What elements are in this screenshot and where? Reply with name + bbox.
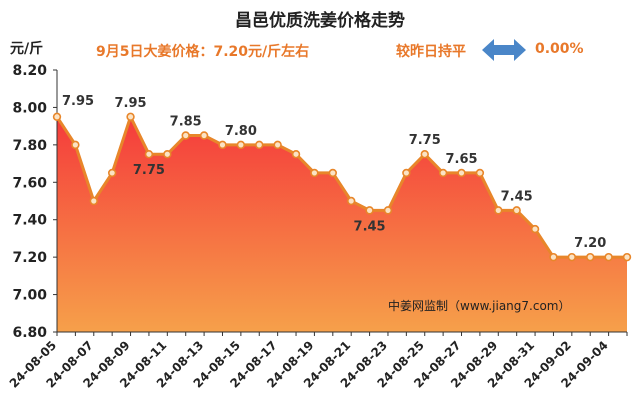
- data-point: [89, 196, 98, 206]
- area-layer: [57, 116, 627, 333]
- data-point: [126, 112, 135, 121]
- data-point: [530, 224, 540, 234]
- data-label: 7.65: [445, 152, 477, 167]
- data-label: 7.45: [354, 219, 386, 234]
- data-point: [402, 168, 411, 178]
- data-point: [622, 252, 632, 262]
- data-point: [273, 140, 282, 150]
- data-point: [52, 112, 62, 121]
- data-point: [236, 140, 246, 150]
- data-point: [512, 206, 521, 215]
- y-tick-label: 7.40: [12, 213, 47, 229]
- data-point: [604, 252, 613, 262]
- data-point: [586, 252, 595, 262]
- price-headline: 9月5日大姜价格：7.20元/斤左右: [96, 44, 310, 60]
- data-point: [199, 131, 209, 140]
- data-label: 7.80: [225, 124, 257, 139]
- marker-layer: [52, 112, 632, 262]
- trend-value: 0.00%: [535, 41, 584, 57]
- trend-label: 较昨日持平: [396, 44, 466, 60]
- data-label: 7.95: [115, 96, 147, 111]
- y-tick-label: 7.80: [12, 138, 47, 154]
- y-tick-label: 6.80: [12, 325, 47, 341]
- data-label: 7.45: [501, 189, 533, 204]
- source-watermark: 中姜网监制（www.jiang7.com）: [388, 298, 570, 313]
- chart-title: 昌邑优质洗姜价格走势: [235, 11, 405, 31]
- data-label: 7.85: [170, 115, 202, 130]
- y-tick-label: 8.20: [12, 63, 47, 79]
- y-tick-label: 7.60: [12, 175, 47, 191]
- data-point: [163, 150, 172, 159]
- data-point: [475, 168, 485, 178]
- data-label: 7.95: [62, 94, 94, 109]
- data-point: [457, 168, 466, 178]
- price-area: [57, 116, 627, 333]
- data-point: [549, 252, 558, 262]
- data-point: [420, 150, 429, 159]
- y-tick-label: 7.00: [12, 288, 47, 304]
- y-axis-unit-label: 元/斤: [10, 41, 44, 57]
- data-point: [107, 168, 117, 178]
- data-point: [310, 168, 319, 178]
- y-tick-label: 7.20: [12, 250, 47, 266]
- data-point: [346, 196, 356, 206]
- y-tick-label: 8.00: [12, 100, 47, 116]
- data-point: [218, 140, 227, 150]
- data-point: [255, 140, 264, 150]
- data-point: [144, 150, 154, 159]
- data-point: [291, 150, 301, 159]
- data-point: [383, 206, 393, 215]
- data-point: [438, 168, 448, 178]
- left-right-arrow-shape: [482, 39, 526, 61]
- data-label: 7.75: [133, 163, 165, 178]
- data-point: [71, 140, 80, 150]
- data-point: [494, 206, 503, 215]
- data-point: [567, 252, 577, 262]
- data-label: 7.75: [409, 133, 441, 148]
- left-right-arrow-icon: [482, 39, 526, 61]
- data-point: [328, 168, 338, 178]
- data-label: 7.20: [574, 236, 606, 251]
- data-point: [181, 131, 190, 140]
- data-point: [365, 206, 374, 215]
- label-layer: 7.95 7.95 7.75 7.85 7.80 7.45 7.75 7.65 7.45 7.20: [62, 94, 606, 251]
